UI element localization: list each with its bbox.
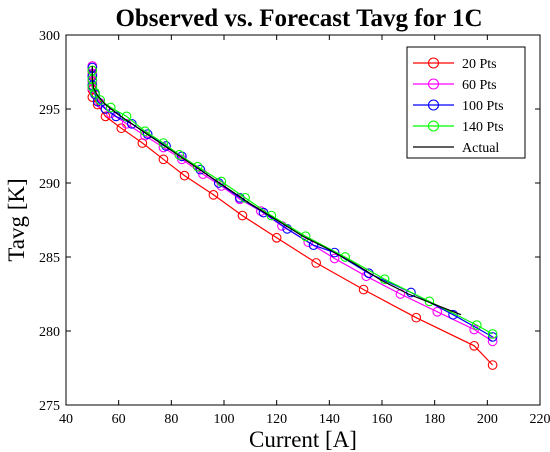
plot-frame [65, 34, 541, 406]
legend-marker-140-pts [427, 120, 440, 132]
data-point [300, 231, 311, 242]
data-point [161, 141, 171, 151]
x-tick-label: 80 [164, 412, 178, 427]
data-point [271, 232, 282, 243]
y-tick-label: 280 [39, 325, 60, 340]
x-tick-label: 120 [266, 412, 287, 427]
y-tick-label: 275 [39, 399, 60, 414]
series-140-pts [87, 65, 498, 339]
series-line-actual [91, 66, 462, 316]
data-point [432, 306, 443, 317]
data-point [329, 253, 340, 264]
data-point [158, 138, 169, 148]
legend-marker-60-pts [427, 78, 440, 90]
legend-marker-20-pts [427, 57, 440, 69]
data-point [311, 258, 322, 268]
data-point [179, 170, 190, 181]
data-point [358, 284, 369, 295]
data-point [90, 87, 100, 98]
y-axis: 275 280 285 290 295 300 [39, 29, 540, 414]
data-point [487, 329, 498, 339]
data-point [95, 95, 106, 105]
data-point [266, 210, 277, 221]
series-actual [91, 66, 462, 316]
legend: 20 Pts 60 Pts 100 Pts 140 Pts Actual [406, 46, 526, 159]
x-axis: 40 60 80 100 120 140 160 180 200 220 [59, 35, 550, 427]
chart-title: Observed vs. Forecast Tavg for 1C [115, 5, 482, 32]
y-tick-label: 295 [39, 103, 60, 118]
x-tick-label: 180 [424, 412, 445, 427]
series-line-140-pts [91, 70, 493, 335]
data-point [195, 164, 206, 175]
data-point [192, 161, 203, 172]
data-point [340, 252, 350, 262]
data-point [237, 210, 248, 221]
y-axis-label: Tavg [K] [4, 178, 29, 261]
data-point [177, 151, 187, 162]
y-tick-label: 300 [39, 29, 60, 44]
data-point [174, 150, 185, 160]
legend-label-60-pts: 60 Pts [462, 78, 497, 93]
x-tick-label: 220 [530, 412, 550, 427]
legend-marker-100-pts [427, 99, 440, 111]
data-point [487, 336, 498, 347]
legend-label-actual: Actual [462, 141, 499, 156]
plot-area [65, 34, 541, 406]
data-point [142, 129, 153, 140]
data-point [140, 126, 150, 137]
data-point [411, 312, 422, 323]
data-point [208, 189, 219, 200]
data-point [158, 154, 169, 165]
data-point [471, 320, 482, 330]
x-axis-label: Current [A] [249, 427, 357, 452]
x-tick-label: 160 [372, 412, 393, 427]
data-point [100, 111, 111, 122]
legend-label-20-pts: 20 Pts [462, 57, 497, 72]
data-point [424, 296, 435, 307]
data-point [487, 360, 498, 370]
data-point [105, 102, 116, 113]
x-tick-label: 200 [477, 412, 498, 427]
legend-label-100-pts: 100 Pts [462, 99, 504, 114]
data-point [487, 332, 498, 342]
legend-box [406, 46, 526, 159]
y-tick-label: 285 [39, 251, 60, 266]
y-tick-label: 290 [39, 177, 60, 192]
data-point [448, 309, 458, 320]
x-tick-label: 60 [112, 412, 126, 427]
x-tick-label: 100 [214, 412, 235, 427]
data-point [469, 340, 480, 351]
data-point [329, 247, 340, 258]
x-tick-label: 40 [59, 412, 73, 427]
x-tick-label: 140 [319, 412, 340, 427]
legend-label-140-pts: 140 Pts [462, 120, 504, 135]
